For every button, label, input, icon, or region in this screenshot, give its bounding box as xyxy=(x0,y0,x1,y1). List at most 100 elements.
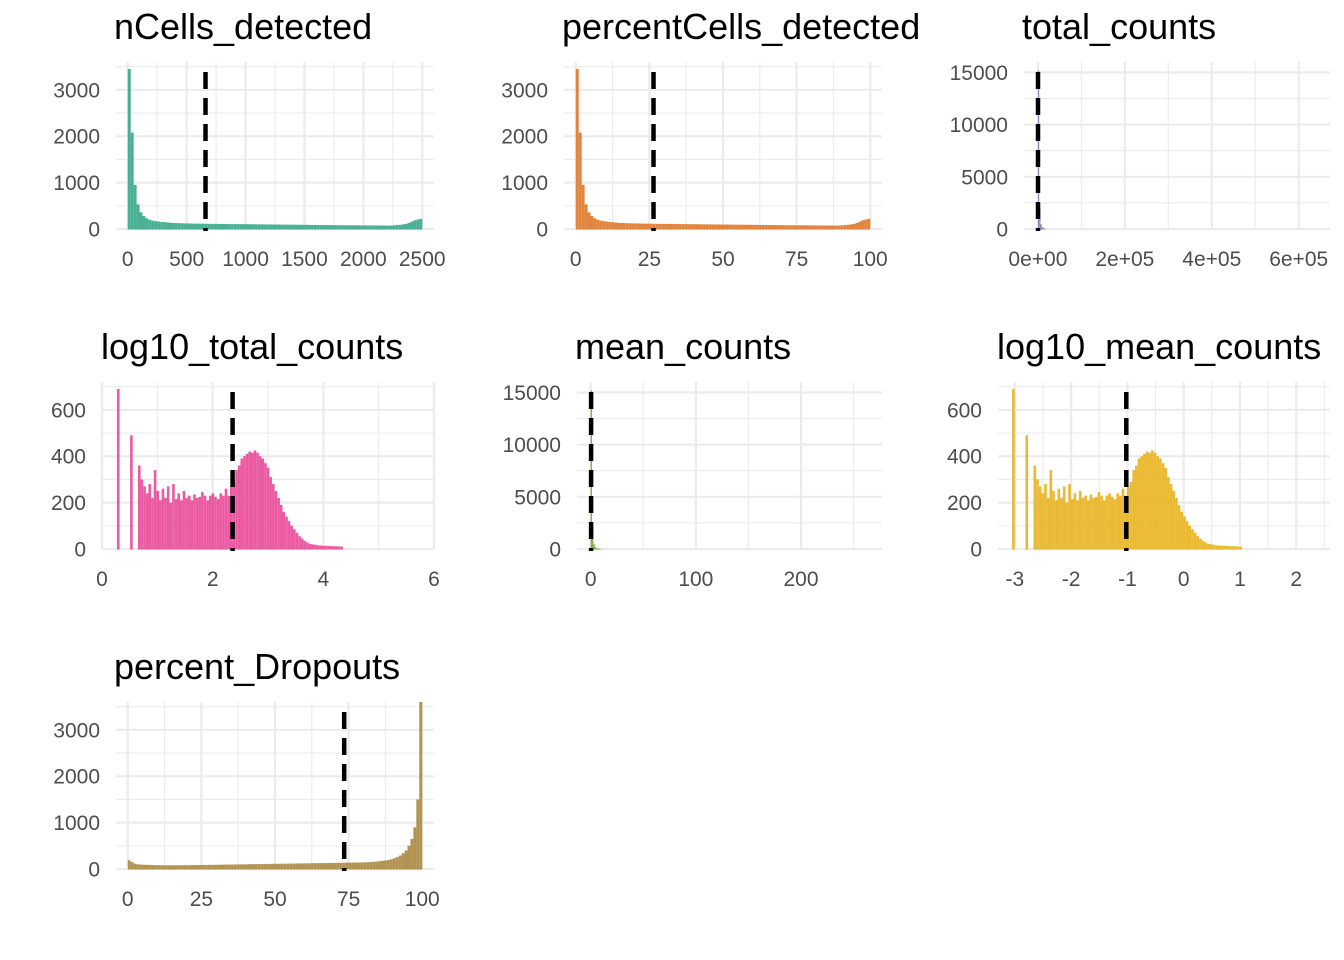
histogram-bar xyxy=(207,864,211,870)
histogram-bar xyxy=(180,500,183,550)
histogram-bar xyxy=(339,225,343,230)
histogram-bar xyxy=(395,225,399,230)
histogram-bar xyxy=(257,224,261,230)
histogram-bar xyxy=(1092,497,1095,550)
histogram-bar xyxy=(280,224,284,230)
histogram-bar xyxy=(272,863,275,870)
histogram-bar xyxy=(826,225,829,230)
histogram-bar xyxy=(298,863,302,870)
histogram-bar xyxy=(335,546,338,550)
histogram-bar xyxy=(266,224,270,230)
histogram-bar xyxy=(404,850,408,870)
histogram-bar xyxy=(290,525,294,550)
histogram-bar xyxy=(195,865,199,870)
histogram-bar xyxy=(1156,456,1160,550)
histogram-bar xyxy=(321,545,325,550)
histogram-bar xyxy=(1070,499,1074,550)
histogram-bar xyxy=(127,68,131,230)
x-tick-label: 0 xyxy=(122,248,134,271)
y-tick-label: 3000 xyxy=(53,719,100,742)
histogram-bar xyxy=(1041,493,1045,550)
x-tick-label: 50 xyxy=(711,248,734,271)
histogram-bar xyxy=(596,219,600,230)
histogram-bar xyxy=(251,864,255,870)
histogram-bar xyxy=(289,863,293,870)
histogram-bar xyxy=(1073,493,1077,550)
y-tick-label: 400 xyxy=(51,446,86,469)
histogram-bar xyxy=(283,863,287,870)
histogram-bar xyxy=(1044,484,1047,550)
y-tick-label: 5000 xyxy=(514,486,561,509)
histogram-bar xyxy=(584,204,588,230)
histogram-bar xyxy=(383,860,387,870)
histogram-bar xyxy=(602,221,606,230)
histogram-bar xyxy=(664,223,668,230)
y-tick-label: 0 xyxy=(970,539,982,562)
histogram-bar xyxy=(348,225,352,230)
histogram-bar xyxy=(189,865,193,870)
y-tick-label: 0 xyxy=(88,219,100,242)
histogram-bar xyxy=(164,497,167,550)
histogram-bar xyxy=(600,548,602,550)
histogram-bar xyxy=(1105,495,1109,550)
histogram-bar xyxy=(599,220,603,230)
histogram-bar xyxy=(661,223,665,230)
histogram-bar xyxy=(313,224,317,230)
histogram-bar xyxy=(248,451,251,550)
histogram-bar xyxy=(264,463,267,550)
histogram-bar xyxy=(634,223,638,230)
histogram-bar xyxy=(755,224,759,230)
histogram-bar xyxy=(306,542,309,550)
histogram-bar xyxy=(802,225,806,230)
histogram-bar xyxy=(740,224,744,230)
histogram-bar xyxy=(389,225,393,230)
x-tick-label: 1000 xyxy=(222,248,269,271)
histogram-bar xyxy=(345,225,349,230)
histogram-bar xyxy=(840,225,844,230)
histogram-bar xyxy=(148,864,152,870)
histogram-bar xyxy=(245,453,249,550)
histogram-bar xyxy=(1196,536,1200,550)
histogram-bar xyxy=(734,224,738,230)
histogram-bar xyxy=(201,492,204,550)
x-tick-label: 500 xyxy=(169,248,204,271)
histogram-bar xyxy=(581,184,585,230)
y-tick-label: 0 xyxy=(88,859,100,882)
histogram-bar xyxy=(1044,228,1046,230)
histogram-bar xyxy=(1233,546,1237,550)
histogram-bar xyxy=(1065,502,1069,550)
histogram-bar xyxy=(1121,488,1125,550)
histogram-bar xyxy=(1175,497,1178,550)
histogram-bar xyxy=(345,862,349,870)
histogram-bar xyxy=(1094,496,1098,550)
histogram-bar xyxy=(1041,227,1044,230)
histogram-bar xyxy=(1148,452,1152,550)
histogram-bar xyxy=(151,497,154,550)
histogram-bar xyxy=(728,224,732,230)
histogram-bar xyxy=(392,225,396,230)
histogram-bar xyxy=(622,223,626,230)
histogram-bar xyxy=(156,491,159,550)
histogram-bar xyxy=(858,221,862,230)
histogram-bar xyxy=(143,486,146,550)
histogram-bar xyxy=(814,225,818,230)
histogram-bar xyxy=(151,220,155,230)
histogram-bar xyxy=(277,497,280,550)
histogram-bar xyxy=(640,223,644,230)
panel-title: total_counts xyxy=(1022,6,1216,47)
y-tick-label: 1000 xyxy=(501,172,548,195)
histogram-bar xyxy=(1062,486,1066,550)
histogram-bar xyxy=(410,221,414,230)
histogram-bar xyxy=(330,862,334,870)
histogram-bar xyxy=(1036,479,1039,550)
histogram-bar xyxy=(330,225,334,230)
histogram-bar xyxy=(1236,546,1240,550)
histogram-bar xyxy=(1129,481,1133,550)
histogram-bar xyxy=(277,863,281,870)
histogram-bar xyxy=(211,493,215,550)
histogram-bar xyxy=(381,225,384,230)
x-tick-label: 0 xyxy=(122,888,134,911)
histogram-bar xyxy=(174,223,178,230)
histogram-bar xyxy=(1159,458,1162,550)
histogram-bar xyxy=(322,863,326,870)
